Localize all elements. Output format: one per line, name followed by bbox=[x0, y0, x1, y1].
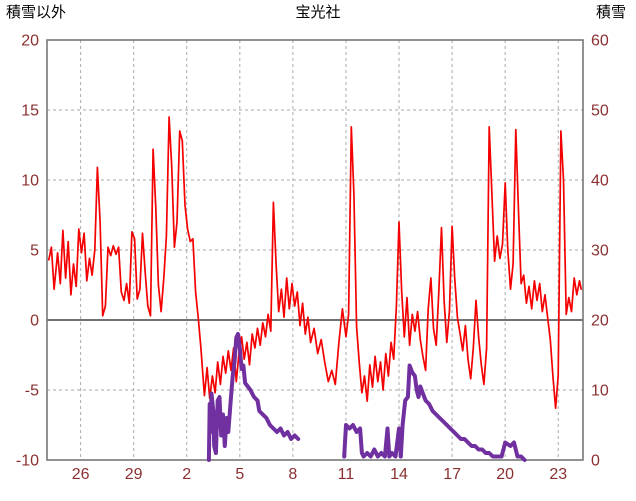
svg-text:10: 10 bbox=[21, 173, 39, 190]
data-series bbox=[47, 116, 583, 462]
svg-text:10: 10 bbox=[591, 383, 609, 400]
snow-depth-purple-line bbox=[206, 332, 527, 462]
grid-lines bbox=[47, 40, 583, 460]
svg-text:15: 15 bbox=[21, 103, 39, 120]
svg-text:20: 20 bbox=[496, 466, 514, 483]
svg-text:23: 23 bbox=[549, 466, 567, 483]
chart-title: 宝光社 bbox=[295, 4, 341, 21]
svg-text:29: 29 bbox=[125, 466, 143, 483]
svg-text:30: 30 bbox=[591, 243, 609, 260]
svg-text:20: 20 bbox=[21, 33, 39, 50]
svg-text:26: 26 bbox=[72, 466, 90, 483]
svg-text:0: 0 bbox=[30, 313, 39, 330]
plot-border bbox=[46, 39, 584, 461]
svg-text:50: 50 bbox=[591, 103, 609, 120]
svg-text:20: 20 bbox=[591, 313, 609, 330]
svg-text:5: 5 bbox=[30, 243, 39, 260]
tick-labels: -10 -5 0 5 10 15 20 0 10 20 30 40 50 60 26 29 2 5 8 11 14 17 2… bbox=[16, 33, 609, 484]
svg-text:17: 17 bbox=[443, 466, 461, 483]
svg-text:-5: -5 bbox=[25, 383, 39, 400]
svg-text:60: 60 bbox=[591, 33, 609, 50]
svg-text:14: 14 bbox=[390, 466, 408, 483]
svg-text:-10: -10 bbox=[16, 453, 39, 470]
svg-text:0: 0 bbox=[591, 453, 600, 470]
right-axis-title: 積雪 bbox=[595, 4, 626, 21]
left-axis-title: 積雪以外 bbox=[6, 4, 67, 21]
temperature-red-line bbox=[47, 116, 583, 410]
svg-text:2: 2 bbox=[182, 466, 191, 483]
svg-text:8: 8 bbox=[288, 466, 297, 483]
svg-text:5: 5 bbox=[235, 466, 244, 483]
svg-text:40: 40 bbox=[591, 173, 609, 190]
svg-text:11: 11 bbox=[338, 466, 355, 483]
